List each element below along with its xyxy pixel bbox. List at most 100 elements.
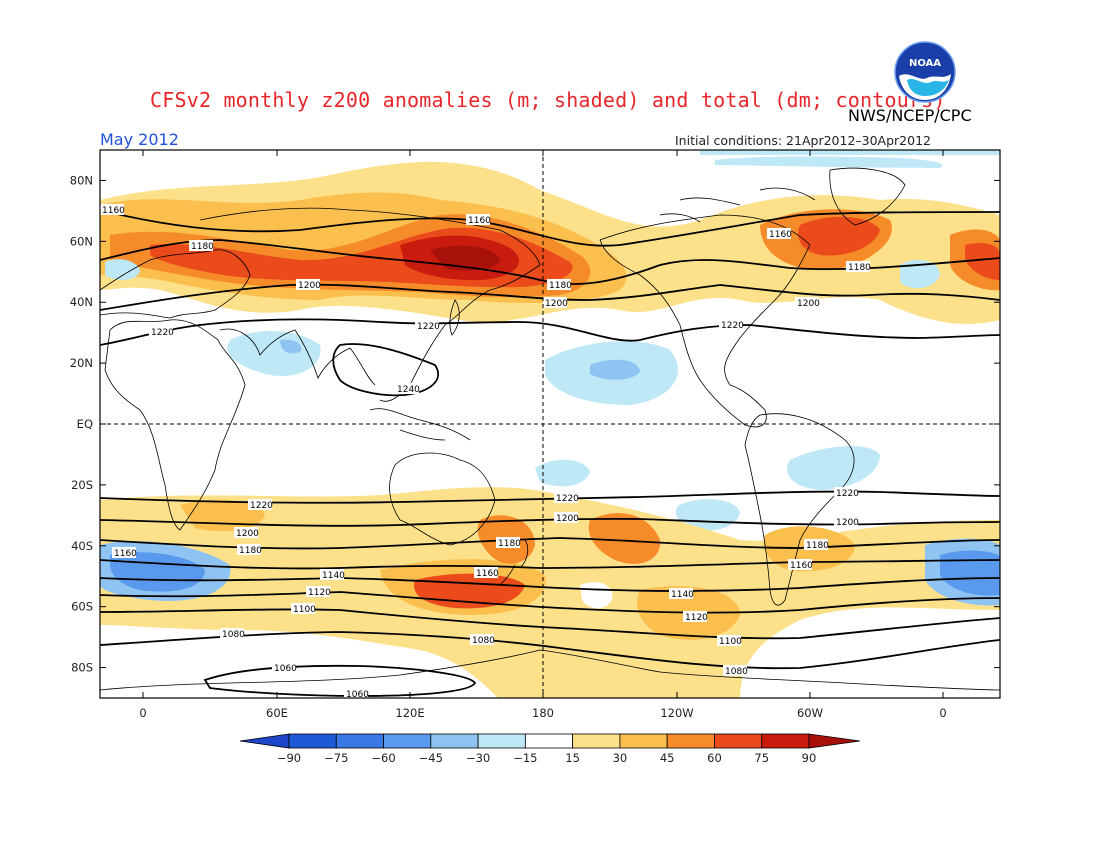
contour-1160-sh: [100, 559, 1000, 570]
contour-1180-nh: [100, 239, 1000, 285]
svg-text:1220: 1220: [556, 494, 579, 504]
clabel-1180-nh-w: 1180: [189, 240, 214, 252]
lon-label: 60E: [266, 706, 288, 720]
svg-text:1140: 1140: [322, 571, 345, 581]
shade-tropics-cold-1b: [280, 339, 302, 354]
contour-1240: [332, 343, 439, 397]
svg-text:1200: 1200: [797, 299, 820, 309]
contour-labels: 1160 1160 1160 1180 1180 1180 1200 1200 …: [100, 204, 871, 700]
clabel-1220-sh-c: 1220: [554, 492, 579, 504]
clabel-1160-nh-c: 1160: [466, 214, 491, 226]
lat-label: 80S: [71, 661, 93, 675]
coastlines: [100, 167, 1000, 691]
svg-text:1120: 1120: [685, 613, 708, 623]
clabel-1180-nh-c: 1180: [547, 279, 572, 291]
svg-text:1160: 1160: [476, 569, 499, 579]
colorbar-bin: [761, 733, 810, 749]
clabel-1160-nh-w: 1160: [100, 204, 125, 216]
shade-arctic-cold-2: [700, 150, 1000, 155]
shade-sh-warm-belt: [100, 487, 1000, 698]
clabel-1160-sh-c: 1160: [474, 567, 499, 579]
clabel-1080-sh-c: 1080: [470, 634, 495, 646]
lat-label: 40N: [70, 295, 93, 309]
svg-text:1180: 1180: [806, 541, 829, 551]
anomaly-shading: [100, 150, 1000, 698]
clabel-1220-nh-w: 1220: [149, 326, 174, 338]
lon-label: 0: [139, 706, 146, 720]
colorbar-tick-label: −60: [371, 751, 395, 765]
colorbar-bin: [335, 733, 384, 749]
forecast-period: May 2012: [100, 130, 179, 149]
lat-label: 20N: [70, 356, 93, 370]
colorbar-tick-label: −75: [324, 751, 348, 765]
contour-1200-nh: [100, 283, 1000, 311]
lon-label: 60W: [797, 706, 823, 720]
lat-label: EQ: [77, 417, 93, 431]
colorbar-bin: [383, 733, 432, 749]
clabel-1100-sh-w: 1100: [291, 603, 316, 615]
colorbar-tick-label: 75: [754, 751, 769, 765]
svg-text:1220: 1220: [836, 489, 859, 499]
svg-text:1140: 1140: [671, 590, 694, 600]
coast-arctic-islands: [659, 187, 816, 223]
clabel-1240: 1240: [395, 383, 420, 395]
shade-nh-cold-1: [105, 259, 140, 280]
colorbar-bin: [619, 733, 668, 749]
clabel-1220-nh-e: 1220: [719, 319, 744, 331]
coast-south-america: [744, 413, 855, 606]
clabel-1200-nh-w: 1200: [296, 279, 321, 291]
colorbar-bin: [524, 733, 574, 749]
colorbar-bin: [477, 733, 526, 749]
contour-1080-sh: [100, 631, 1000, 670]
svg-text:1200: 1200: [236, 529, 259, 539]
clabel-1200-sh-e: 1200: [834, 516, 859, 528]
colorbar-high-arrow: [808, 733, 861, 749]
svg-text:1160: 1160: [769, 230, 792, 240]
colorbar-bin: [666, 733, 715, 749]
clabel-1080-sh-w: 1080: [220, 628, 245, 640]
clabel-1140-sh-w: 1140: [320, 569, 345, 581]
clabel-1060-b: 1060: [344, 688, 369, 700]
lat-label: 20S: [71, 478, 93, 492]
coast-arabia-india: [219, 328, 376, 386]
coast-greenland: [829, 167, 906, 226]
shade-arctic-cold: [715, 156, 943, 168]
lat-label: 60N: [70, 234, 93, 248]
clabel-1220-sh-w: 1220: [248, 499, 273, 511]
svg-text:1160: 1160: [114, 549, 137, 559]
clabel-1200-nh-e: 1200: [795, 297, 820, 309]
clabel-1180-sh-e: 1180: [804, 539, 829, 551]
shade-europe-red: [965, 243, 1000, 280]
height-contours: [100, 209, 1000, 697]
colorbar-bin: [430, 733, 479, 749]
coast-indonesia: [369, 408, 471, 441]
svg-text:1200: 1200: [298, 281, 321, 291]
coast-antarctica: [100, 649, 1000, 691]
colorbar-tick-label: −30: [466, 751, 490, 765]
clabel-1220-sh-e: 1220: [834, 487, 859, 499]
colorbar-bin: [288, 733, 337, 749]
reference-lines: [100, 150, 1000, 698]
svg-text:1120: 1120: [308, 588, 331, 598]
svg-text:1180: 1180: [848, 263, 871, 273]
svg-text:1220: 1220: [250, 501, 273, 511]
clabel-1100-sh-c: 1100: [717, 635, 742, 647]
lat-label: 40S: [71, 539, 93, 553]
lat-label: 60S: [71, 600, 93, 614]
shade-sh-cold-1: [535, 459, 590, 487]
clabel-1160-sh-e: 1160: [788, 559, 813, 571]
svg-text:NOAA: NOAA: [909, 58, 941, 69]
svg-text:1180: 1180: [549, 281, 572, 291]
shade-sh-cold-2: [786, 445, 880, 490]
coast-japan: [449, 299, 460, 336]
svg-text:1080: 1080: [222, 630, 245, 640]
shade-sh-cold-east-2: [940, 550, 1000, 596]
lon-label: 180: [532, 706, 554, 720]
coast-africa: [104, 319, 246, 531]
svg-text:1100: 1100: [293, 605, 316, 615]
colorbar-tick-label: 15: [565, 751, 580, 765]
noaa-logo: NOAA: [894, 41, 956, 103]
coast-north-america: [599, 214, 811, 428]
svg-text:1220: 1220: [721, 321, 744, 331]
